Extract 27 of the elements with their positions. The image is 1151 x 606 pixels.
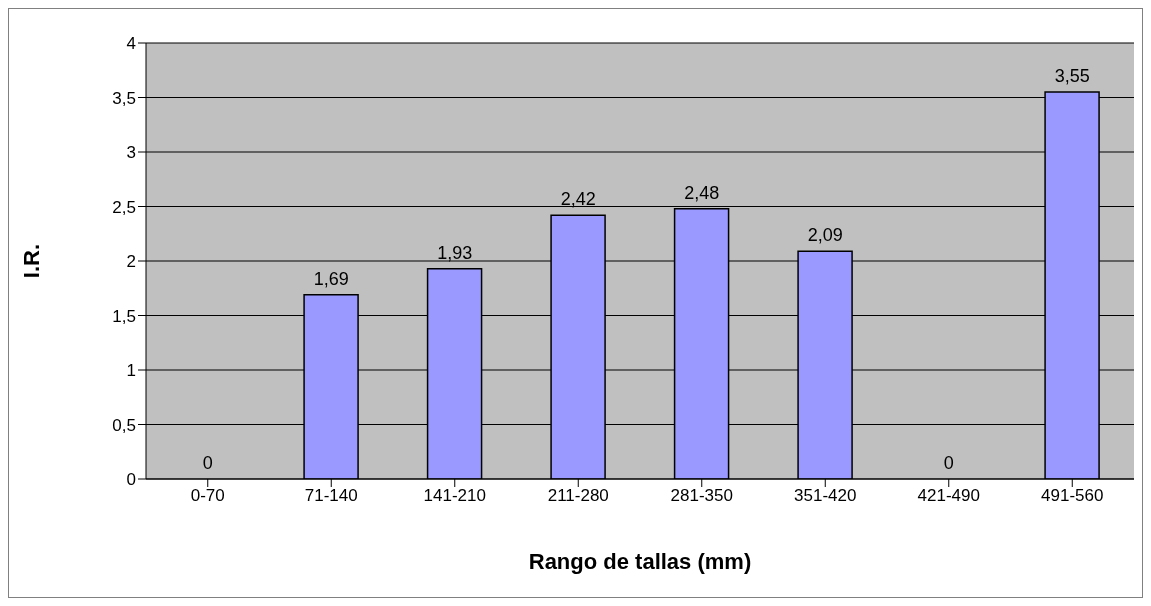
data-label: 1,93 bbox=[437, 242, 473, 263]
x-tick-label: 281-350 bbox=[670, 486, 733, 506]
x-axis-title: Rango de tallas (mm) bbox=[528, 549, 752, 574]
y-tick-label: 0 bbox=[126, 470, 136, 490]
y-tick-label: 0,5 bbox=[112, 415, 136, 435]
y-tick-label: 3,5 bbox=[112, 88, 136, 108]
data-label: 0 bbox=[202, 453, 213, 473]
data-label: 3,55 bbox=[1054, 66, 1090, 87]
y-tick-label: 4 bbox=[126, 34, 136, 54]
y-tick-label: 3 bbox=[126, 143, 136, 163]
data-label: 2,48 bbox=[684, 182, 720, 203]
y-axis-title: I.R. bbox=[18, 243, 44, 279]
x-tick-label: 491-560 bbox=[1041, 486, 1104, 506]
x-tick-label: 71-140 bbox=[304, 486, 358, 506]
data-label: 1,69 bbox=[313, 268, 349, 289]
x-tick-label: 211-280 bbox=[547, 486, 609, 506]
x-tick-label: 0-70 bbox=[190, 486, 225, 506]
y-tick-label: 2,5 bbox=[112, 197, 136, 217]
x-tick-label: 141-210 bbox=[423, 486, 486, 506]
data-label: 2,09 bbox=[807, 225, 843, 246]
data-label: 2,42 bbox=[560, 189, 596, 210]
data-label: 0 bbox=[943, 453, 954, 473]
x-tick-label: 421-490 bbox=[917, 486, 980, 506]
y-tick-label: 2 bbox=[126, 252, 136, 272]
y-tick-label: 1,5 bbox=[112, 306, 136, 326]
x-tick-label: 351-420 bbox=[794, 486, 857, 506]
y-tick-label: 1 bbox=[126, 361, 136, 381]
